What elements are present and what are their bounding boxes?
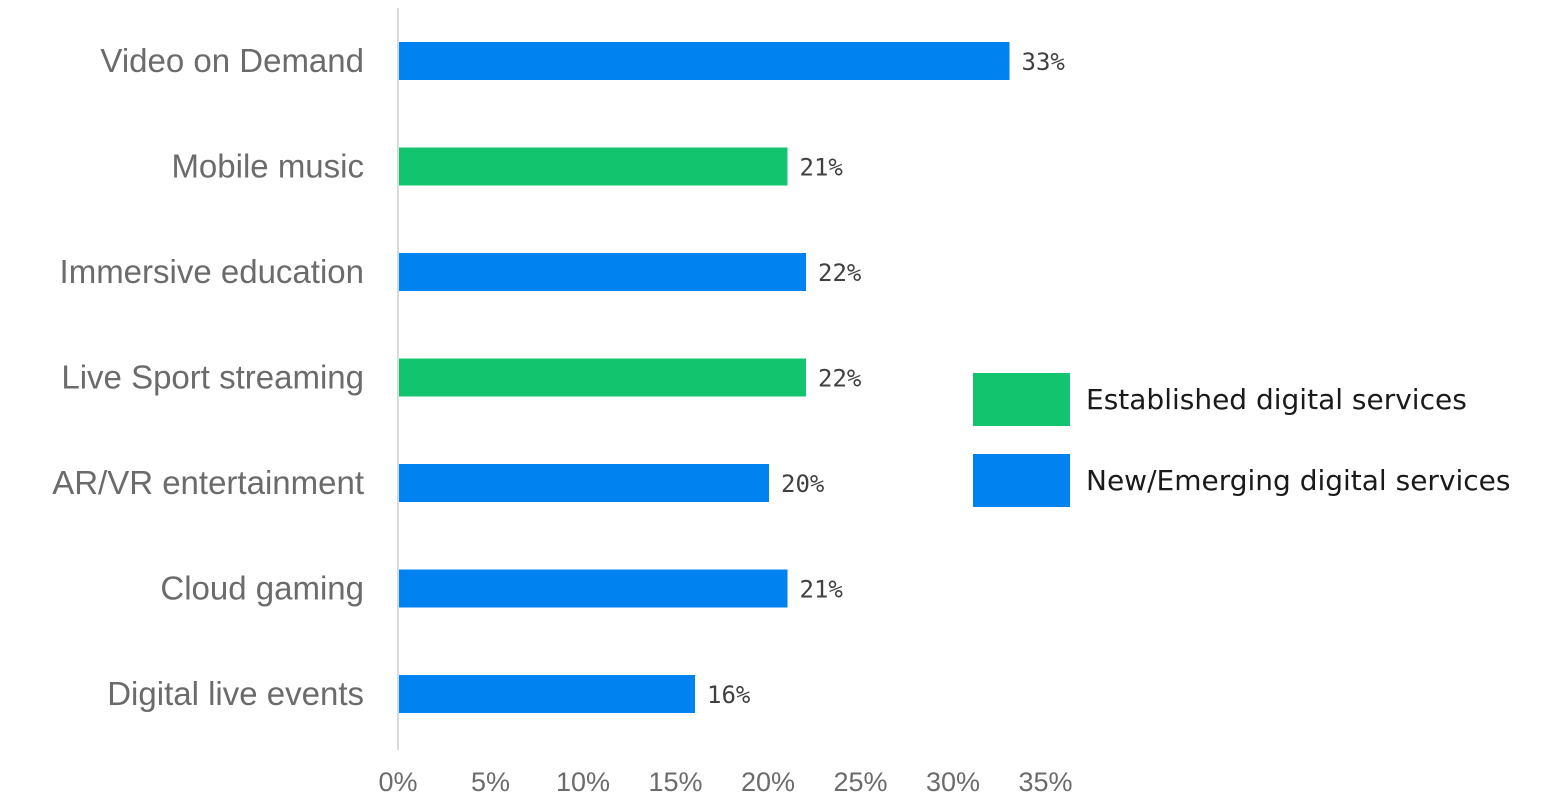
x-tick-label: 15% [648,767,702,797]
value-label: 20% [781,470,825,498]
bar [399,358,806,397]
x-tick-label: 25% [833,767,887,797]
value-label: 16% [707,681,751,709]
value-label: 22% [818,365,862,393]
value-label: 21% [800,576,844,604]
legend-label-established: Established digital services [1086,383,1467,416]
category-label: Video on Demand [100,42,364,79]
category-label: Cloud gaming [160,570,364,607]
x-tick-label: 0% [378,767,417,797]
bar [399,464,769,502]
x-tick-label: 35% [1018,767,1072,797]
legend-label-new-emerging: New/Emerging digital services [1086,464,1511,497]
chart-legend: Established digital services New/Emergin… [973,373,1511,535]
x-tick-label: 20% [741,767,795,797]
category-label: Immersive education [60,253,364,290]
category-label: AR/VR entertainment [52,464,364,501]
legend-item-established: Established digital services [973,373,1511,426]
legend-swatch-established [973,373,1070,426]
bar [399,675,695,713]
category-label: Digital live events [107,675,364,712]
legend-swatch-new-emerging [973,454,1070,507]
value-label: 21% [800,154,844,182]
bar [399,569,788,608]
value-label: 22% [818,259,862,287]
bar [399,42,1010,80]
category-label: Mobile music [171,148,364,185]
value-label: 33% [1022,48,1066,76]
bar [399,147,788,186]
x-tick-label: 30% [926,767,980,797]
bar [399,253,806,291]
x-tick-label: 5% [471,767,510,797]
category-label: Live Sport streaming [61,359,364,396]
legend-item-new-emerging: New/Emerging digital services [973,454,1511,507]
x-tick-label: 10% [556,767,610,797]
